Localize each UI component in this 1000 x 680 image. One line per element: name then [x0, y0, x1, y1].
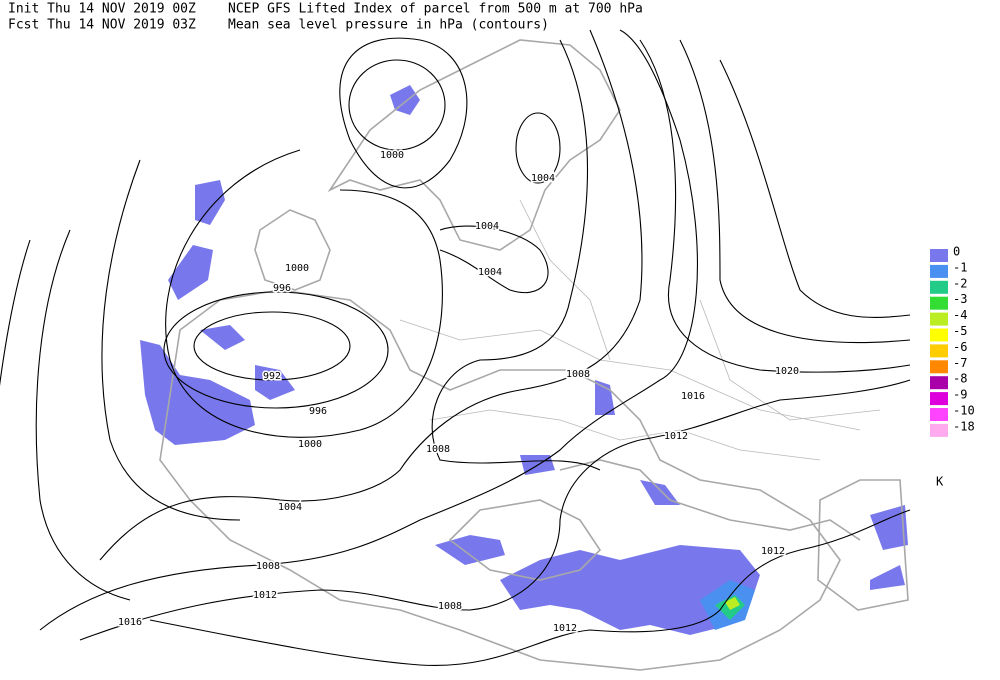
legend-swatch: [930, 296, 948, 310]
forecast-time: Fcst Thu 14 NOV 2019 03Z: [8, 18, 196, 33]
isobar-label: 1008: [566, 369, 590, 380]
isobar-label: 1016: [681, 391, 705, 402]
legend-label: -10: [953, 404, 975, 418]
legend-swatch: [930, 360, 948, 374]
isobar-label: 1004: [478, 267, 502, 278]
isobar-labels: 1000 1004 1004 1004 1000 996 992 996 100…: [116, 149, 800, 636]
legend-label: -9: [953, 388, 967, 402]
isobars: [0, 29, 911, 667]
legend-swatch: [930, 392, 948, 406]
legend-swatch: [930, 328, 948, 342]
legend-label: -6: [953, 340, 967, 354]
legend-swatch: [930, 423, 948, 437]
isobar-label: 1012: [253, 590, 277, 601]
isobar-label: 1012: [761, 546, 785, 557]
isobar-label: 1000: [298, 439, 322, 450]
isobar-label: 1004: [475, 221, 499, 232]
isobar-label: 1008: [438, 601, 462, 612]
legend-swatch: [930, 312, 948, 326]
isobar-label: 1012: [664, 431, 688, 442]
isobar-label: 1008: [256, 561, 280, 572]
legend-label: -3: [953, 292, 967, 306]
legend-label: -4: [953, 308, 967, 322]
legend-swatch: [930, 280, 948, 294]
legend-swatch: [930, 344, 948, 358]
isobar-label: 1000: [285, 263, 309, 274]
legend-label: -5: [953, 324, 967, 338]
legend-swatch: [930, 408, 948, 421]
legend: 0-1 -2 -3 -4 -5 -6 -7 -8 -9 -10-18: [930, 245, 975, 437]
legend-label: -18: [953, 419, 975, 433]
legend-label: -2: [953, 276, 967, 290]
legend-label: -8: [953, 372, 967, 386]
isobar-label: 996: [273, 283, 291, 294]
isobar-label: 996: [309, 406, 327, 417]
isobar-label: 1012: [553, 623, 577, 634]
init-time: Init Thu 14 NOV 2019 00Z: [8, 2, 196, 17]
legend-unit: K: [936, 475, 944, 489]
isobar-label: 1004: [531, 173, 555, 184]
legend-label: -1: [953, 260, 967, 274]
contour-description: Mean sea level pressure in hPa (contours…: [228, 18, 549, 33]
legend-label: -7: [953, 356, 967, 370]
product-title: NCEP GFS Lifted Index of parcel from 500…: [228, 2, 643, 17]
legend-swatch: [930, 376, 948, 390]
isobar-label: 1008: [426, 444, 450, 455]
legend-swatch: [930, 249, 948, 262]
isobar-label: 992: [263, 371, 281, 382]
legend-label: 0: [953, 245, 960, 259]
isobar-label: 1000: [380, 150, 404, 161]
isobar-label: 1020: [775, 366, 799, 377]
isobar-label: 1016: [118, 617, 142, 628]
legend-swatch: [930, 264, 948, 278]
isobar-label: 1004: [278, 502, 302, 513]
